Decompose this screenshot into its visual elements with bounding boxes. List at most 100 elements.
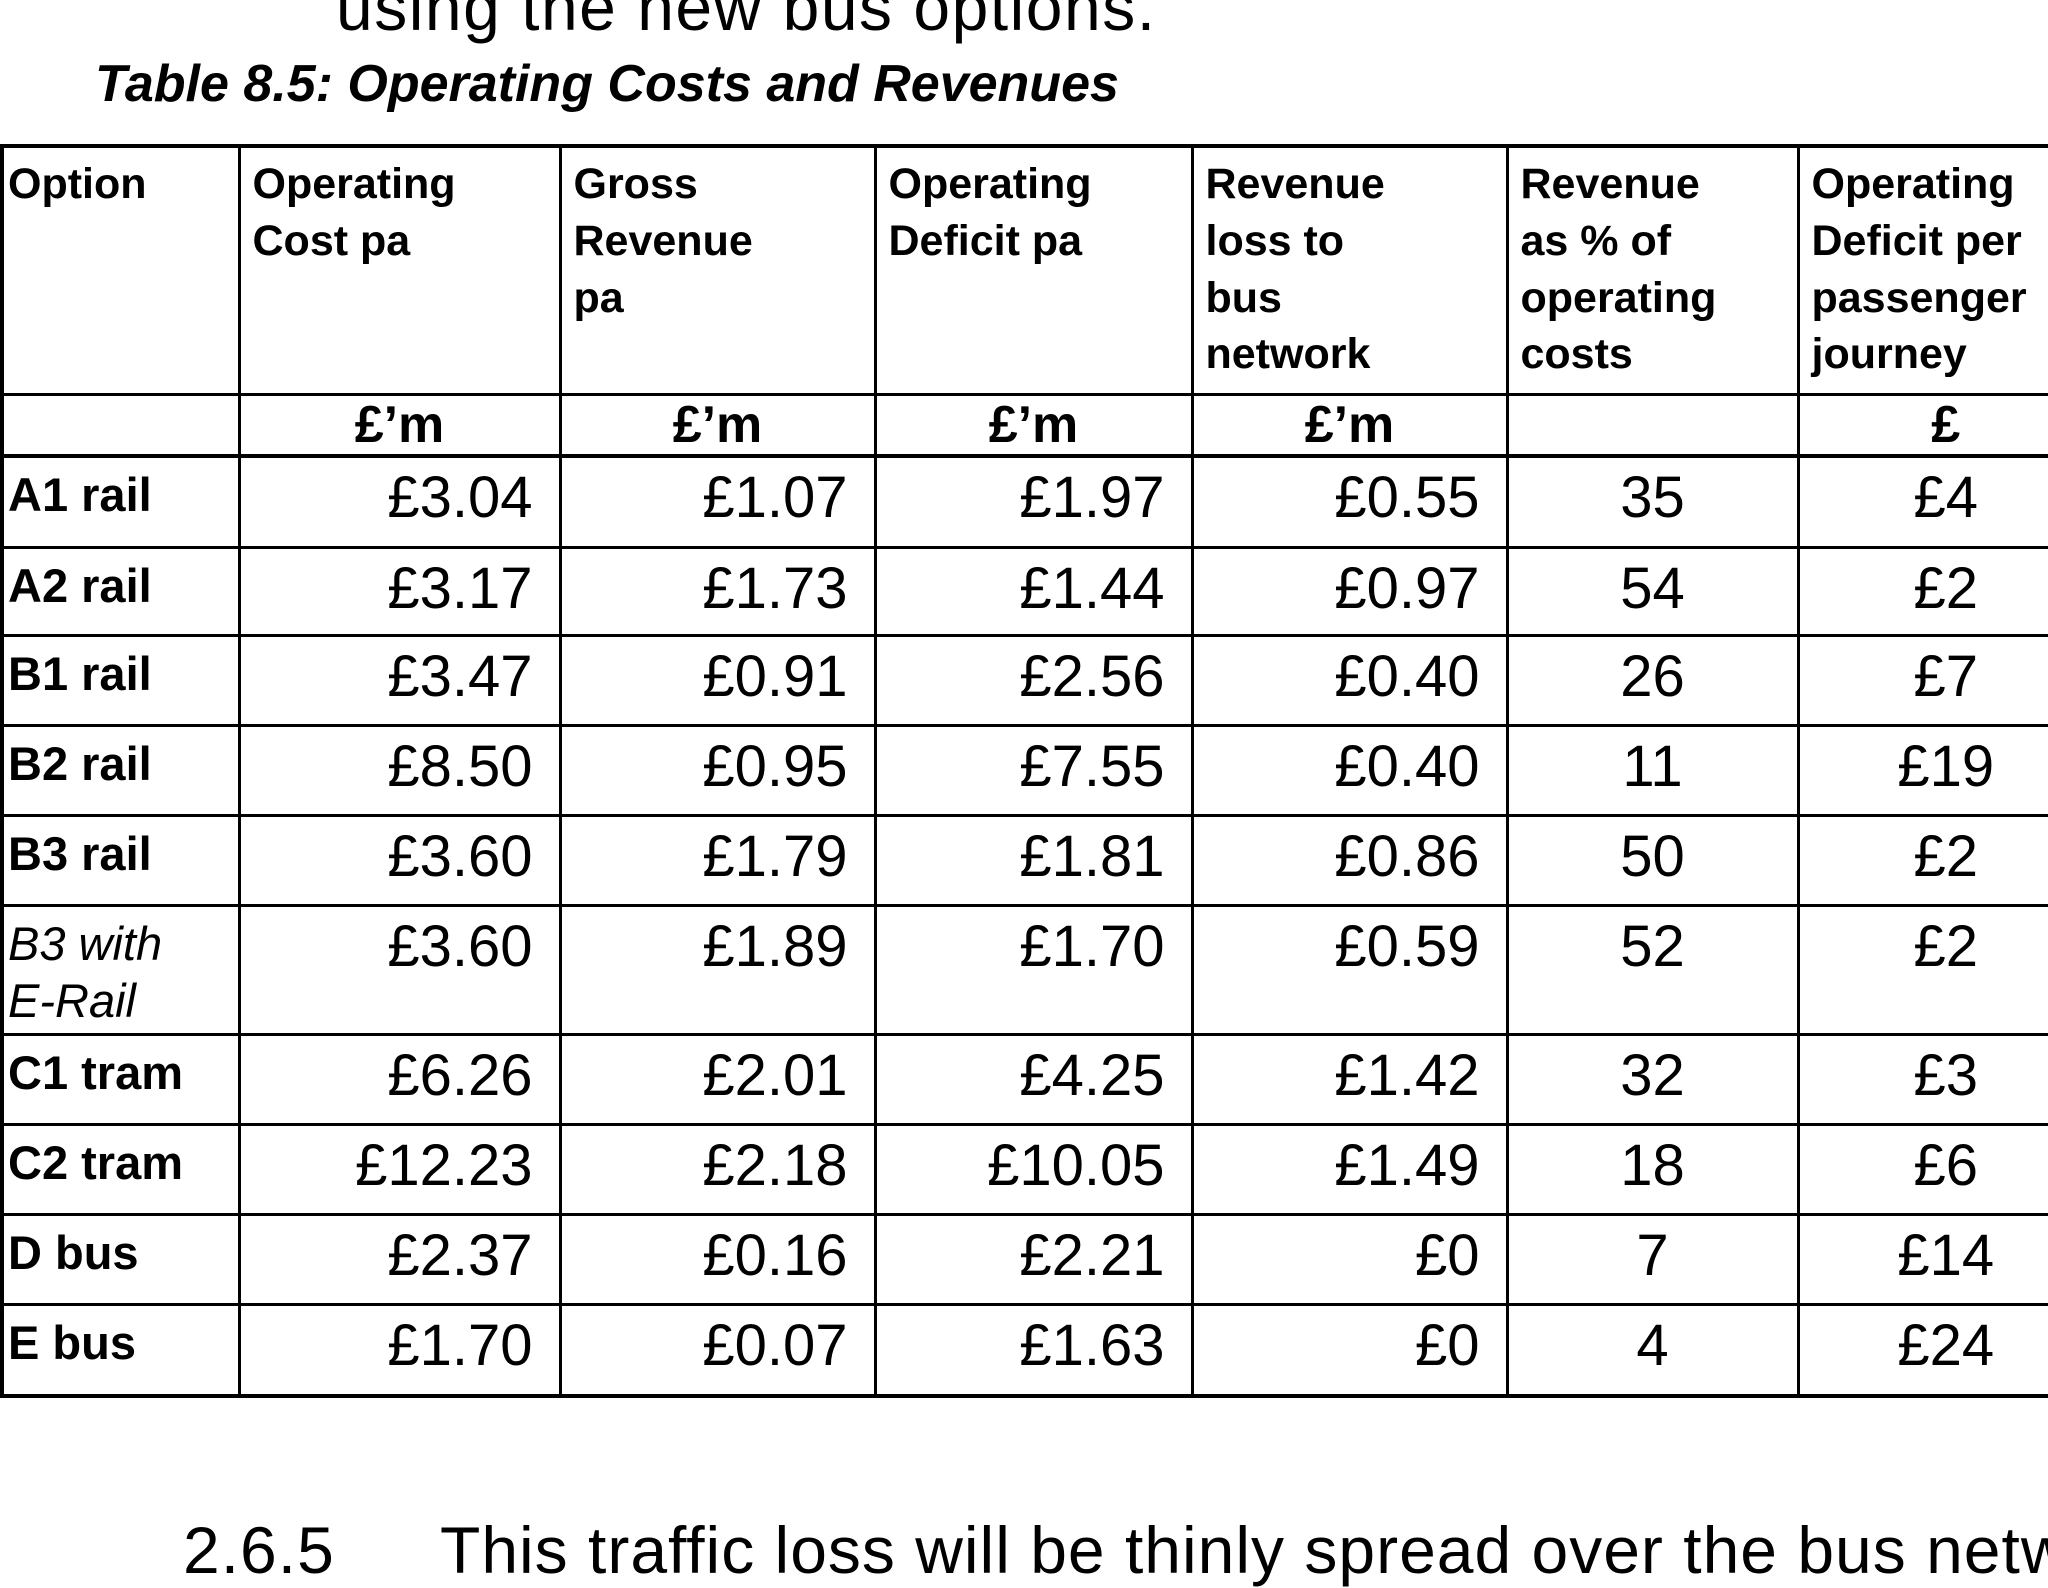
table-row-c2-tram: C2 tram £12.23 £2.18 £10.05 £1.49 18 £6 bbox=[0, 1123, 2048, 1217]
cell-revenue-pct: 7 bbox=[1505, 1213, 1800, 1307]
cell-revenue-loss: £0.40 bbox=[1190, 633, 1509, 727]
cell-operating-cost: £2.37 bbox=[237, 1213, 562, 1307]
cell-operating-cost: £6.26 bbox=[237, 1033, 562, 1127]
cell-deficit-per-journey: £2 bbox=[1796, 545, 2048, 637]
table-row-e-bus: E bus £1.70 £0.07 £1.63 £0 4 £24 bbox=[0, 1303, 2048, 1398]
cell-operating-cost: £12.23 bbox=[237, 1123, 562, 1217]
row-label: A1 rail bbox=[0, 454, 241, 549]
cell-deficit-per-journey: £14 bbox=[1796, 1213, 2048, 1307]
table-row-a1-rail: A1 rail £3.04 £1.07 £1.97 £0.55 35 £4 bbox=[0, 454, 2048, 549]
row-label: D bus bbox=[0, 1213, 241, 1307]
cell-operating-deficit: £1.81 bbox=[873, 813, 1194, 907]
table-row-b3-with-e-rail: B3 with E-Rail £3.60 £1.89 £1.70 £0.59 5… bbox=[0, 903, 2048, 1037]
table-row-b3-rail: B3 rail £3.60 £1.79 £1.81 £0.86 50 £2 bbox=[0, 813, 2048, 907]
column-header-revenue-loss: Revenue loss to bus network bbox=[1190, 144, 1509, 396]
cell-operating-cost: £1.70 bbox=[237, 1303, 562, 1398]
cell-operating-deficit: £4.25 bbox=[873, 1033, 1194, 1127]
cell-operating-cost: £3.60 bbox=[237, 903, 562, 1037]
cell-gross-revenue: £0.91 bbox=[558, 633, 877, 727]
cell-revenue-pct: 52 bbox=[1505, 903, 1800, 1037]
cell-revenue-loss: £1.49 bbox=[1190, 1123, 1509, 1217]
table-row-b2-rail: B2 rail £8.50 £0.95 £7.55 £0.40 11 £19 bbox=[0, 723, 2048, 817]
table-header-row: Option Operating Cost pa Gross Revenue p… bbox=[0, 144, 2048, 396]
cell-gross-revenue: £1.79 bbox=[558, 813, 877, 907]
column-header-revenue-pct: Revenue as % of operating costs bbox=[1505, 144, 1800, 396]
cell-operating-deficit: £1.44 bbox=[873, 545, 1194, 637]
cell-operating-deficit: £7.55 bbox=[873, 723, 1194, 817]
row-label: B3 with E-Rail bbox=[0, 903, 241, 1037]
cell-deficit-per-journey: £2 bbox=[1796, 813, 2048, 907]
cell-operating-cost: £3.60 bbox=[237, 813, 562, 907]
row-label: B2 rail bbox=[0, 723, 241, 817]
cell-revenue-pct: 35 bbox=[1505, 454, 1800, 549]
cell-revenue-pct: 18 bbox=[1505, 1123, 1800, 1217]
cell-operating-cost: £3.04 bbox=[237, 454, 562, 549]
cell-revenue-loss: £0.40 bbox=[1190, 723, 1509, 817]
cell-revenue-pct: 11 bbox=[1505, 723, 1800, 817]
unit-cell: £’m bbox=[1190, 392, 1509, 458]
cell-revenue-loss: £0.59 bbox=[1190, 903, 1509, 1037]
row-label: B3 rail bbox=[0, 813, 241, 907]
column-header-deficit-per-journey: Operating Deficit per passenger journey bbox=[1796, 144, 2048, 396]
cell-gross-revenue: £1.73 bbox=[558, 545, 877, 637]
cell-operating-cost: £3.47 bbox=[237, 633, 562, 727]
row-label: E bus bbox=[0, 1303, 241, 1398]
cell-operating-deficit: £1.97 bbox=[873, 454, 1194, 549]
unit-cell: £’m bbox=[873, 392, 1194, 458]
unit-cell bbox=[1505, 392, 1800, 458]
cell-gross-revenue: £1.89 bbox=[558, 903, 877, 1037]
cell-deficit-per-journey: £19 bbox=[1796, 723, 2048, 817]
cell-revenue-loss: £1.42 bbox=[1190, 1033, 1509, 1127]
cell-operating-deficit: £2.21 bbox=[873, 1213, 1194, 1307]
cell-deficit-per-journey: £3 bbox=[1796, 1033, 2048, 1127]
table-units-row: £’m £’m £’m £’m £ bbox=[0, 392, 2048, 458]
cell-deficit-per-journey: £2 bbox=[1796, 903, 2048, 1037]
cell-revenue-pct: 26 bbox=[1505, 633, 1800, 727]
cell-gross-revenue: £1.07 bbox=[558, 454, 877, 549]
column-header-operating-deficit: Operating Deficit pa bbox=[873, 144, 1194, 396]
paragraph-number: 2.6.5 bbox=[183, 1513, 335, 1587]
cell-revenue-pct: 50 bbox=[1505, 813, 1800, 907]
cell-gross-revenue: £0.07 bbox=[558, 1303, 877, 1398]
page-top-text-fragment: using the new bus options. bbox=[336, 0, 1157, 44]
row-label: B1 rail bbox=[0, 633, 241, 727]
table-row-c1-tram: C1 tram £6.26 £2.01 £4.25 £1.42 32 £3 bbox=[0, 1033, 2048, 1127]
row-label: A2 rail bbox=[0, 545, 241, 637]
cell-revenue-loss: £0.97 bbox=[1190, 545, 1509, 637]
cell-revenue-loss: £0 bbox=[1190, 1303, 1509, 1398]
cell-operating-deficit: £10.05 bbox=[873, 1123, 1194, 1217]
table-row-b1-rail: B1 rail £3.47 £0.91 £2.56 £0.40 26 £7 bbox=[0, 633, 2048, 727]
cell-operating-cost: £8.50 bbox=[237, 723, 562, 817]
table-title: Table 8.5: Operating Costs and Revenues bbox=[95, 55, 1119, 113]
table-row-a2-rail: A2 rail £3.17 £1.73 £1.44 £0.97 54 £2 bbox=[0, 545, 2048, 637]
cell-gross-revenue: £2.01 bbox=[558, 1033, 877, 1127]
cell-revenue-pct: 54 bbox=[1505, 545, 1800, 637]
cell-gross-revenue: £2.18 bbox=[558, 1123, 877, 1217]
column-header-operating-cost: Operating Cost pa bbox=[237, 144, 562, 396]
cell-revenue-pct: 32 bbox=[1505, 1033, 1800, 1127]
cell-deficit-per-journey: £6 bbox=[1796, 1123, 2048, 1217]
unit-cell: £’m bbox=[237, 392, 562, 458]
unit-cell: £ bbox=[1796, 392, 2048, 458]
cell-operating-cost: £3.17 bbox=[237, 545, 562, 637]
cell-deficit-per-journey: £24 bbox=[1796, 1303, 2048, 1398]
operating-costs-revenues-table: Option Operating Cost pa Gross Revenue p… bbox=[0, 144, 2048, 1398]
unit-cell: £’m bbox=[558, 392, 877, 458]
row-label: C2 tram bbox=[0, 1123, 241, 1217]
cell-operating-deficit: £2.56 bbox=[873, 633, 1194, 727]
column-header-gross-revenue: Gross Revenue pa bbox=[558, 144, 877, 396]
cell-revenue-loss: £0.55 bbox=[1190, 454, 1509, 549]
cell-revenue-loss: £0 bbox=[1190, 1213, 1509, 1307]
cell-deficit-per-journey: £7 bbox=[1796, 633, 2048, 727]
paragraph-text-fragment: This traffic loss will be thinly spread … bbox=[440, 1513, 2048, 1587]
cell-deficit-per-journey: £4 bbox=[1796, 454, 2048, 549]
cell-gross-revenue: £0.16 bbox=[558, 1213, 877, 1307]
cell-gross-revenue: £0.95 bbox=[558, 723, 877, 817]
cell-revenue-loss: £0.86 bbox=[1190, 813, 1509, 907]
unit-cell bbox=[0, 392, 241, 458]
cell-operating-deficit: £1.63 bbox=[873, 1303, 1194, 1398]
cell-revenue-pct: 4 bbox=[1505, 1303, 1800, 1398]
table-row-d-bus: D bus £2.37 £0.16 £2.21 £0 7 £14 bbox=[0, 1213, 2048, 1307]
cell-operating-deficit: £1.70 bbox=[873, 903, 1194, 1037]
column-header-option: Option bbox=[0, 144, 241, 396]
